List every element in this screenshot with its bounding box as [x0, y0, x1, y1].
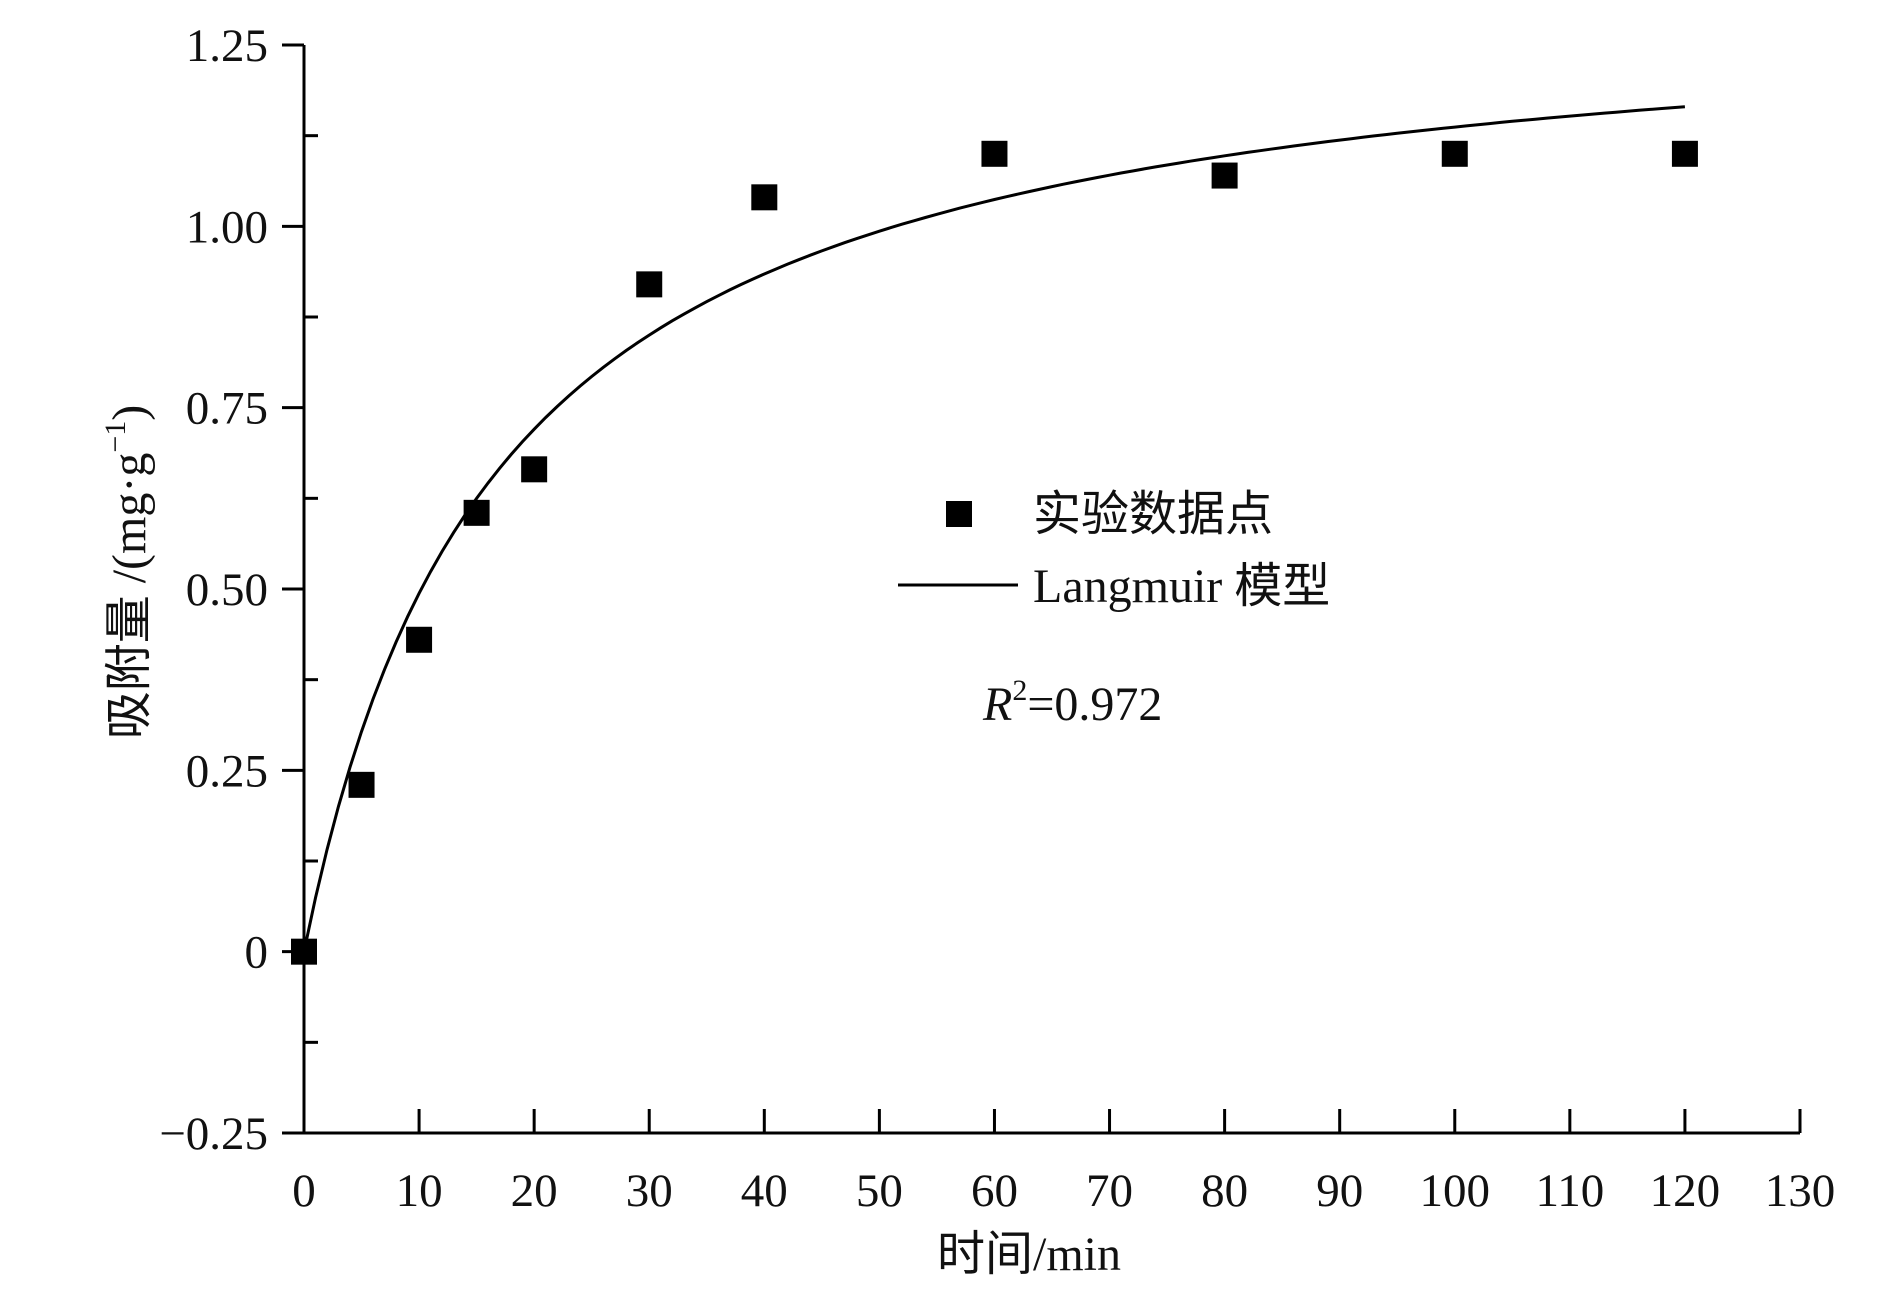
legend-marker-points: [946, 501, 972, 527]
data-point: [1671, 140, 1698, 167]
axes: 0 10 20 30 40 50 60 70 80 90 100 110 120 130 −0.25 0 0.2…: [159, 20, 1835, 1217]
x-tick-label: 50: [856, 1165, 903, 1217]
data-point: [406, 626, 433, 653]
x-tick-label: 10: [396, 1165, 443, 1217]
langmuir-curve: [302, 105, 1686, 953]
data-point: [751, 184, 778, 211]
y-tick-label: 0: [245, 927, 269, 979]
langmuir-curve-group: [302, 105, 1686, 953]
data-point: [463, 499, 490, 526]
data-point: [1441, 140, 1468, 167]
data-point: [348, 771, 375, 798]
x-tick-label: 60: [971, 1165, 1018, 1217]
r2-superscript: 2: [1012, 674, 1027, 707]
x-tick-label: 120: [1650, 1165, 1721, 1217]
x-tick-label: 70: [1086, 1165, 1133, 1217]
y-tick-label: −0.25: [159, 1108, 268, 1160]
y-tick-label: 1.00: [186, 201, 268, 253]
data-point: [291, 938, 317, 965]
y-tick-label: 0.50: [186, 564, 268, 616]
r2-annotation: R2=0.972: [982, 674, 1162, 731]
y-axis-label-close: ): [103, 405, 156, 421]
r2-value: =0.972: [1027, 678, 1162, 731]
y-axis-label: 吸附量 /(mg·g−1): [99, 405, 156, 740]
x-tick-label: 0: [292, 1165, 316, 1217]
x-tick-label: 100: [1420, 1165, 1491, 1217]
legend: 实验数据点 Langmuir 模型: [898, 488, 1330, 613]
data-point: [521, 456, 548, 483]
data-point: [1211, 162, 1238, 189]
y-axis-label-main: 吸附量 /(mg·g: [103, 453, 156, 740]
data-point: [636, 271, 663, 298]
y-tick-label: 0.75: [186, 383, 268, 435]
x-axis-label: 时间/min: [937, 1228, 1121, 1281]
y-axis-label-sup: −1: [99, 421, 132, 453]
legend-label-points: 实验数据点: [1033, 488, 1273, 541]
data-point: [981, 140, 1008, 167]
x-tick-label: 80: [1201, 1165, 1248, 1217]
x-tick-label: 90: [1316, 1165, 1363, 1217]
x-tick-label: 40: [741, 1165, 788, 1217]
x-tick-label: 110: [1535, 1165, 1604, 1217]
x-tick-label: 20: [511, 1165, 558, 1217]
r2-symbol: R: [982, 678, 1012, 731]
data-points-group: [291, 140, 1698, 965]
y-tick-label: 1.25: [186, 20, 268, 72]
legend-label-line: Langmuir 模型: [1033, 560, 1330, 613]
x-tick-label: 130: [1765, 1165, 1836, 1217]
x-tick-label: 30: [626, 1165, 673, 1217]
y-tick-label: 0.25: [186, 745, 268, 797]
